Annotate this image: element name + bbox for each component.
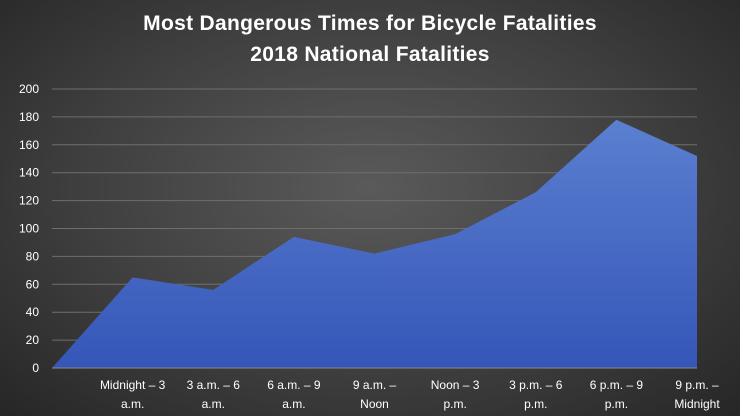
x-tick-label: Midnight – 3 bbox=[100, 378, 166, 392]
x-tick-label: 9 a.m. – bbox=[353, 378, 397, 392]
x-tick-label: p.m. bbox=[443, 397, 466, 411]
y-tick-label: 180 bbox=[19, 110, 39, 124]
x-tick-label: 3 p.m. – 6 bbox=[509, 378, 563, 392]
x-tick-label: Midnight bbox=[674, 397, 720, 411]
chart-subtitle: 2018 National Fatalities bbox=[250, 43, 490, 66]
x-tick-label: 9 p.m. – bbox=[675, 378, 719, 392]
x-tick-label: p.m. bbox=[524, 397, 547, 411]
x-tick-label: p.m. bbox=[605, 397, 628, 411]
y-tick-label: 160 bbox=[19, 138, 39, 152]
chart-title: Most Dangerous Times for Bicycle Fatalit… bbox=[143, 12, 597, 35]
y-tick-label: 40 bbox=[26, 305, 40, 319]
y-tick-label: 60 bbox=[26, 277, 40, 291]
x-tick-label: 6 a.m. – 9 bbox=[267, 378, 321, 392]
x-tick-label: a.m. bbox=[282, 397, 305, 411]
y-tick-label: 80 bbox=[26, 249, 40, 263]
y-tick-label: 100 bbox=[19, 222, 39, 236]
x-tick-label: 3 a.m. – 6 bbox=[187, 378, 241, 392]
x-tick-label: a.m. bbox=[121, 397, 144, 411]
y-tick-label: 120 bbox=[19, 194, 39, 208]
y-tick-label: 140 bbox=[19, 166, 39, 180]
x-tick-label: Noon bbox=[360, 397, 389, 411]
y-tick-label: 200 bbox=[19, 82, 39, 96]
x-tick-label: a.m. bbox=[202, 397, 225, 411]
x-tick-label: Noon – 3 bbox=[431, 378, 480, 392]
x-tick-label: 6 p.m. – 9 bbox=[590, 378, 644, 392]
series-area bbox=[52, 119, 697, 368]
y-tick-label: 20 bbox=[26, 333, 40, 347]
y-tick-label: 0 bbox=[32, 361, 39, 375]
